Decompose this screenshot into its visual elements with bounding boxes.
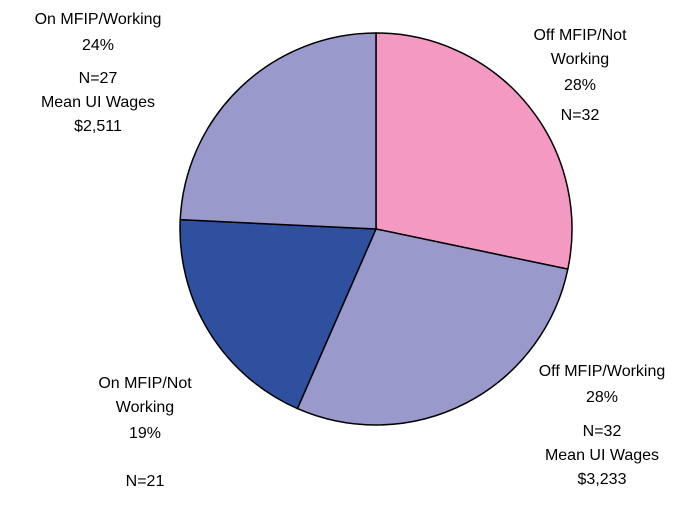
wage-label: Mean UI Wages	[544, 447, 660, 464]
value-label: 28%	[563, 77, 597, 94]
wage-label: $2,511	[74, 118, 122, 135]
pie-slice	[179, 32, 377, 230]
count-label: N=27	[78, 70, 118, 87]
slice-label: On MFIP/Working 24% N=27 Mean UI Wages $2,51…	[0, 8, 198, 139]
slice-label: On MFIP/Not Working 19% N=21	[80, 372, 210, 494]
count-label: N=32	[582, 423, 622, 440]
category-label: On MFIP/Working	[34, 11, 162, 28]
count-label: N=32	[560, 107, 600, 124]
category-label: On MFIP/Not Working	[98, 375, 192, 416]
slice-label: Off MFIP/Working 28% N=32 Mean UI Wages $3,2…	[502, 360, 691, 492]
pie-slice	[296, 228, 569, 426]
slice-label: Off MFIP/Not Working 28% N=32	[515, 24, 645, 128]
value-label: 19%	[128, 425, 162, 442]
category-label: Off MFIP/Working	[538, 363, 666, 380]
category-label: Off MFIP/Not Working	[533, 27, 627, 68]
pie-slice	[375, 32, 573, 271]
value-label: 28%	[585, 389, 619, 406]
wage-label: $3,233	[577, 471, 627, 488]
count-label: N=21	[125, 473, 165, 490]
wage-label: Mean UI Wages	[40, 94, 156, 111]
value-label: 24%	[81, 37, 115, 54]
pie-slice	[179, 218, 378, 410]
